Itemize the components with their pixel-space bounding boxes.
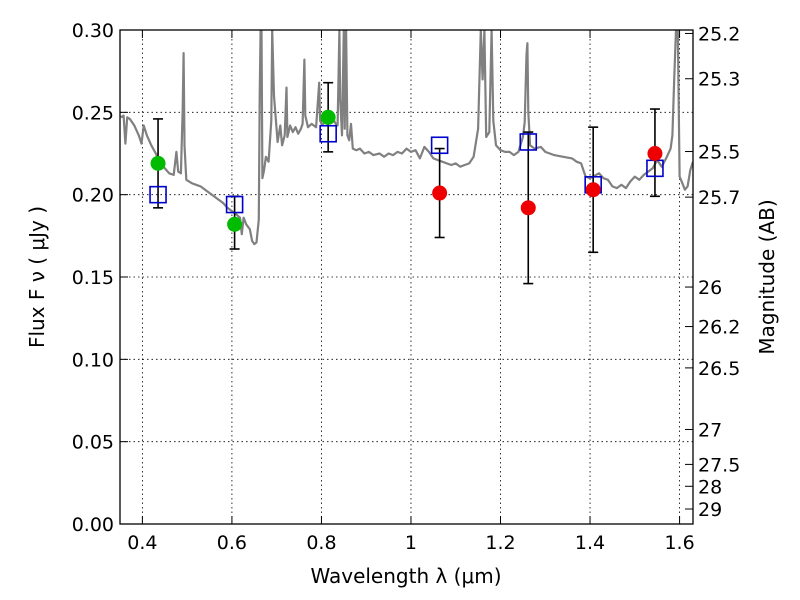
y-tick-label: 0.15 [72,267,114,289]
observed-point [150,155,166,171]
y-tick-label: 0.30 [72,20,114,42]
model-photometry-square [149,185,167,204]
magnitude-tick-label: 28 [698,476,722,498]
x-axis-ticks: 0.4 0.6 0.8 1 1.2 1.4 1.6 [127,30,695,554]
error-bars [153,81,660,285]
model-photometry-square [319,124,337,143]
y-axis-ticks: 0.00 0.05 0.10 0.15 0.20 0.25 0.30 [72,20,128,536]
x-tick-label: 1.2 [485,532,515,554]
observed-point [320,109,336,125]
magnitude-tick-label: 29 [698,499,722,521]
x-tick-label: 0.8 [306,532,336,554]
observed-point [647,146,663,161]
x-tick-label: 1.6 [664,532,694,554]
x-tick-label: 0.4 [127,532,157,554]
magnitude-tick-label: 26.5 [698,358,740,380]
x-tick-label: 1.4 [575,532,605,554]
magnitude-tick-label: 26 [698,277,722,299]
y-tick-label: 0.10 [72,349,114,371]
model-photometry-square [430,136,449,155]
model-photometry-square [519,133,538,151]
y-tick-label: 0.05 [72,432,114,454]
magnitude-tick-label: 25.5 [698,142,740,164]
y-tick-label: 0.25 [72,102,114,124]
right-axis-title: Magnitude (AB) [755,199,779,354]
magnitude-tick-label: 27.5 [698,454,740,476]
magnitude-tick-label: 25.2 [698,23,740,45]
y-axis-title: Flux F ν ( μJy ) [25,206,49,348]
x-tick-label: 0.6 [217,532,247,554]
magnitude-tick-label: 25.3 [698,69,740,91]
model-photometry-squares [149,124,664,214]
observed-photometry-points [150,109,663,232]
observed-point [227,216,243,232]
x-axis-title-text: Wavelength λ (μm) [310,564,501,588]
observed-point [585,182,601,198]
y-tick-label: 0.20 [72,185,114,207]
x-axis-title: Wavelength λ (μm) [310,564,501,588]
observed-point [520,200,536,216]
magnitude-tick-label: 26.2 [698,317,740,339]
y-tick-label: 0.00 [72,514,114,536]
sed-model-curve [120,30,693,246]
magnitude-tick-label: 27 [698,419,722,441]
magnitude-tick-label: 25.7 [698,187,740,209]
x-tick-label: 1 [405,532,417,554]
grid [120,29,693,525]
model-photometry-square [225,195,244,214]
observed-point [432,185,448,201]
